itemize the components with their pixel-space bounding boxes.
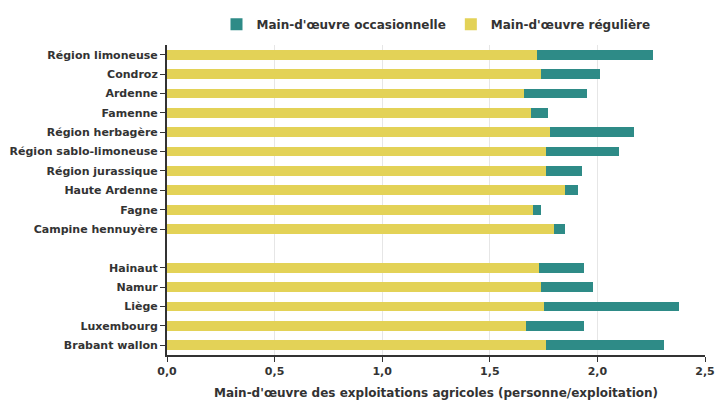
svg-text:Région herbagère: Région herbagère [47,126,158,139]
svg-text:Brabant wallon: Brabant wallon [64,339,158,352]
svg-text:Haute Ardenne: Haute Ardenne [64,184,157,197]
svg-text:0,0: 0,0 [157,365,177,378]
svg-text:Condroz: Condroz [107,68,158,81]
svg-text:Région sablo-limoneuse: Région sablo-limoneuse [10,145,158,158]
svg-text:1,0: 1,0 [372,365,392,378]
svg-text:Fagne: Fagne [120,204,157,217]
svg-text:Région limoneuse: Région limoneuse [47,49,157,62]
svg-text:Namur: Namur [116,281,158,294]
svg-text:0,5: 0,5 [265,365,285,378]
svg-text:Région jurassique: Région jurassique [47,165,158,178]
svg-text:2,0: 2,0 [588,365,608,378]
svg-text:Famenne: Famenne [101,107,157,120]
svg-text:Luxembourg: Luxembourg [80,320,157,333]
svg-text:Liège: Liège [124,300,158,313]
svg-text:Main-d'œuvre des exploitations: Main-d'œuvre des exploitations agricoles… [214,386,658,400]
svg-text:Hainaut: Hainaut [109,262,158,275]
svg-text:2,5: 2,5 [695,365,715,378]
svg-text:1,5: 1,5 [480,365,500,378]
svg-text:Main-d'œuvre régulière: Main-d'œuvre régulière [491,18,650,32]
svg-text:Ardenne: Ardenne [105,87,157,100]
svg-text:Main-d'œuvre occasionnelle: Main-d'œuvre occasionnelle [257,18,446,32]
svg-text:Campine hennuyère: Campine hennuyère [34,223,158,236]
